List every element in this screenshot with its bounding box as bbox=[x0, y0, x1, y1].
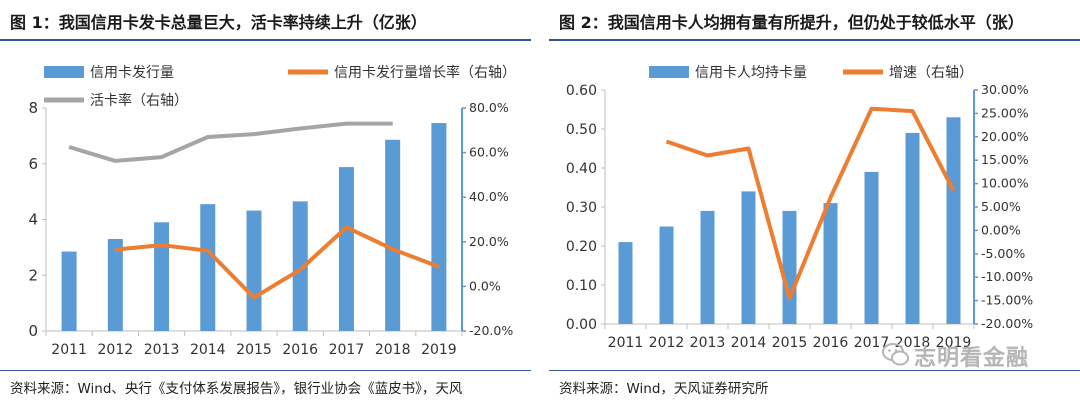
c2-right-tick-label: -15.00% bbox=[981, 293, 1033, 308]
figure1-title-rule bbox=[0, 39, 531, 41]
figure2-title-rule bbox=[549, 39, 1080, 41]
c1-x-tick-label: 2019 bbox=[421, 342, 457, 358]
figure1-title-bar: 图 1：我国信用卡发卡总量巨大，活卡率持续上升（亿张） bbox=[0, 0, 531, 38]
c2-x-tick-label: 2012 bbox=[649, 335, 685, 351]
c2-legend-swatch-1 bbox=[649, 66, 689, 78]
c1-left-tick-label: 8 bbox=[28, 99, 38, 117]
c1-legend-label-3: 活卡率（右轴） bbox=[90, 92, 188, 109]
c2-right-tick-label: -20.00% bbox=[981, 316, 1033, 331]
c1-bar-2014 bbox=[200, 204, 216, 331]
c2-bar-2014 bbox=[741, 191, 756, 324]
c2-right-tick-label: -5.00% bbox=[981, 246, 1025, 261]
c2-left-tick-label: 0.50 bbox=[566, 122, 597, 138]
c1-right-tick-label: 60.0% bbox=[469, 145, 509, 160]
c1-left-tick-label: 0 bbox=[28, 322, 38, 340]
figure2-panel: 图 2：我国信用卡人均拥有量有所提升，但仍处于较低水平（张） 0.00 0.10 0… bbox=[549, 0, 1080, 404]
figure1-source: 资料来源：Wind、央行《支付体系发展报告》，银行业协会《蓝皮书》，天风 bbox=[10, 381, 463, 397]
c1-right-tick-label: 40.0% bbox=[469, 189, 509, 204]
c1-bar-2011 bbox=[61, 251, 77, 331]
c2-right-tick-label: 5.00% bbox=[981, 199, 1021, 214]
c1-right-tick-label: 20.0% bbox=[469, 234, 509, 249]
c2-left-tick-label: 0.30 bbox=[566, 200, 597, 216]
c1-legend-label-2: 信用卡发行量增长率（右轴） bbox=[334, 64, 516, 81]
c2-x-tick-label: 2011 bbox=[608, 335, 644, 351]
c2-bar-2012 bbox=[659, 226, 674, 324]
figure1-panel: 图 1：我国信用卡发卡总量巨大，活卡率持续上升（亿张） 0 2 4 6 8 -20.0% 0… bbox=[0, 0, 531, 404]
c2-bar-2015 bbox=[782, 210, 797, 324]
c2-right-tick-label: 25.00% bbox=[981, 105, 1029, 120]
c2-right-tick-label: -10.00% bbox=[981, 269, 1033, 284]
c1-x-tick-label: 2014 bbox=[190, 342, 226, 358]
watermark-text: 志明看金融 bbox=[914, 346, 1030, 371]
figure2-source: 资料来源：Wind，天风证券研究所 bbox=[559, 381, 769, 397]
figure1-source-rule bbox=[0, 370, 531, 371]
c1-bar-2015 bbox=[246, 210, 262, 331]
c1-x-tick-label: 2018 bbox=[375, 342, 411, 358]
c1-x-tick-label: 2011 bbox=[51, 342, 87, 358]
wechat-bubble-icon bbox=[882, 343, 909, 366]
c1-bar-2017 bbox=[338, 167, 354, 331]
c2-line-series-1 bbox=[665, 106, 956, 301]
figure2-chart: 0.00 0.10 0.20 0.30 0.40 0.50 0.60 -20.00% -15.0… bbox=[566, 65, 1033, 351]
c2-right-tick-label: 0.00% bbox=[981, 222, 1021, 237]
c1-line-series-2 bbox=[68, 121, 393, 163]
c2-right-tick-label: 10.00% bbox=[981, 176, 1029, 191]
c1-x-tick-label: 2012 bbox=[98, 342, 134, 358]
c1-x-tick-label: 2017 bbox=[329, 342, 365, 358]
c2-x-tick-label: 2017 bbox=[854, 335, 890, 351]
watermark: 志明看金融 bbox=[880, 338, 1070, 372]
c2-bar-2019 bbox=[946, 117, 961, 324]
c1-left-tick-label: 6 bbox=[28, 155, 38, 173]
c1-bar-2016 bbox=[292, 201, 308, 331]
c2-bar-2018 bbox=[905, 132, 920, 324]
c1-left-tick-label: 4 bbox=[28, 211, 38, 229]
figure2-title-bar: 图 2：我国信用卡人均拥有量有所提升，但仍处于较低水平（张） bbox=[549, 0, 1080, 38]
c2-left-tick-label: 0.40 bbox=[566, 161, 597, 177]
c2-x-tick-label: 2013 bbox=[690, 335, 726, 351]
c2-left-tick-label: 0.60 bbox=[566, 83, 597, 99]
c2-x-tick-label: 2015 bbox=[772, 335, 808, 351]
c1-bar-2019 bbox=[431, 123, 447, 332]
c2-legend-label-1: 信用卡人均持卡量 bbox=[695, 65, 807, 81]
c2-bar-2016 bbox=[823, 203, 838, 324]
c1-x-tick-label: 2016 bbox=[282, 342, 318, 358]
c1-right-tick-label: 80.0% bbox=[469, 100, 509, 115]
c1-right-tick-label: -20.0% bbox=[469, 323, 513, 338]
c2-right-tick-label: 20.00% bbox=[981, 129, 1029, 144]
figure1-chart: 0 2 4 6 8 -20.0% 0.0% 20.0% 40.0% 60.0% 80.0% 2011 2… bbox=[28, 64, 516, 358]
c2-legend-label-2: 增速（右轴） bbox=[889, 65, 973, 81]
c1-left-tick-label: 2 bbox=[28, 266, 38, 284]
c1-legend-label-1: 信用卡发行量 bbox=[90, 65, 174, 81]
c2-left-tick-label: 0.00 bbox=[566, 317, 597, 333]
c2-left-tick-label: 0.20 bbox=[566, 239, 597, 255]
c1-bar-2013 bbox=[154, 222, 170, 331]
c2-x-tick-label: 2016 bbox=[813, 335, 849, 351]
c1-bar-2018 bbox=[385, 139, 401, 331]
c1-right-tick-label: 0.0% bbox=[469, 278, 501, 293]
c1-bar-2012 bbox=[107, 239, 123, 331]
c1-x-tick-label: 2013 bbox=[144, 342, 180, 358]
c2-x-tick-label: 2019 bbox=[936, 335, 972, 351]
c1-line-series-1 bbox=[115, 225, 440, 300]
figure1-title: 图 1：我国信用卡发卡总量巨大，活卡率持续上升（亿张） bbox=[10, 13, 427, 32]
figure2-source-rule bbox=[549, 370, 1080, 371]
c1-x-tick-label: 2015 bbox=[236, 342, 272, 358]
c2-right-tick-label: 30.00% bbox=[981, 82, 1029, 97]
c2-bar-2017 bbox=[864, 171, 879, 324]
c2-bar-2013 bbox=[700, 210, 715, 324]
c2-x-tick-label: 2018 bbox=[895, 335, 931, 351]
c2-x-tick-label: 2014 bbox=[731, 335, 767, 351]
c2-right-tick-label: 15.00% bbox=[981, 152, 1029, 167]
c1-legend-swatch-1 bbox=[44, 66, 84, 78]
c2-left-tick-label: 0.10 bbox=[566, 278, 597, 294]
figure2-title: 图 2：我国信用卡人均拥有量有所提升，但仍处于较低水平（张） bbox=[559, 13, 1024, 32]
c2-bar-2011 bbox=[618, 242, 633, 324]
